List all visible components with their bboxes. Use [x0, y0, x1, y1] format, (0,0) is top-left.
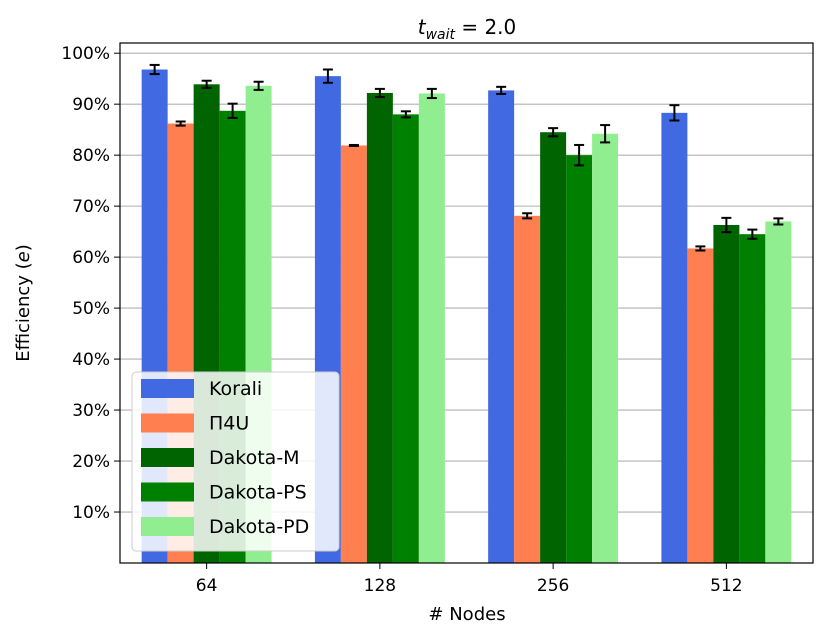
legend-label: Dakota-PS: [209, 482, 307, 504]
bar: [514, 215, 541, 563]
bar: [540, 132, 567, 563]
legend-swatch: [141, 448, 194, 467]
legend-label: Dakota-M: [209, 447, 300, 469]
x-axis-ticks: 64 128 256 512: [196, 563, 743, 596]
y-tick-label: 20%: [72, 452, 110, 472]
bar: [366, 92, 393, 563]
bar: [392, 114, 419, 563]
x-axis-label: # Nodes: [428, 604, 505, 625]
legend-swatch: [141, 482, 194, 502]
legend-label: Korali: [209, 378, 262, 400]
x-tick-label: 256: [537, 576, 569, 596]
legend-swatch: [141, 379, 194, 398]
y-tick-label: 80%: [72, 146, 110, 166]
y-tick-label: 70%: [72, 197, 110, 217]
bar: [418, 93, 445, 564]
legend: Korali Π4U Dakota-M Dakota-PS Dakota-PD: [131, 371, 340, 552]
bar: [340, 145, 367, 563]
y-axis-label: Efficiency (e): [13, 244, 34, 362]
legend-swatch: [141, 517, 194, 536]
bar: [592, 133, 619, 563]
legend-label: Dakota-PD: [209, 516, 309, 538]
legend-swatch: [141, 413, 194, 433]
y-tick-label: 100%: [61, 44, 110, 64]
bar: [566, 155, 593, 563]
bar: [713, 225, 740, 563]
y-tick-label: 10%: [72, 503, 110, 523]
x-tick-label: 64: [196, 576, 218, 596]
bar: [488, 90, 515, 563]
chart-title: twait = 2.0: [418, 15, 517, 43]
y-tick-label: 40%: [72, 350, 110, 370]
x-tick-label: 128: [364, 576, 396, 596]
y-tick-label: 90%: [72, 95, 110, 115]
y-tick-label: 50%: [72, 299, 110, 319]
y-tick-label: 30%: [72, 401, 110, 421]
x-tick-label: 512: [710, 576, 742, 596]
bar: [739, 234, 766, 564]
y-tick-label: 60%: [72, 248, 110, 268]
bar: [687, 248, 714, 563]
error-bar-group: [149, 63, 784, 252]
plot-frame: [119, 42, 814, 564]
bar: [661, 112, 688, 563]
legend-label: Π4U: [209, 413, 249, 435]
y-axis-ticks: 10% 20% 30% 40% 50% 60% 70% 80% 90% 100%: [61, 44, 120, 523]
bar: [765, 221, 792, 563]
